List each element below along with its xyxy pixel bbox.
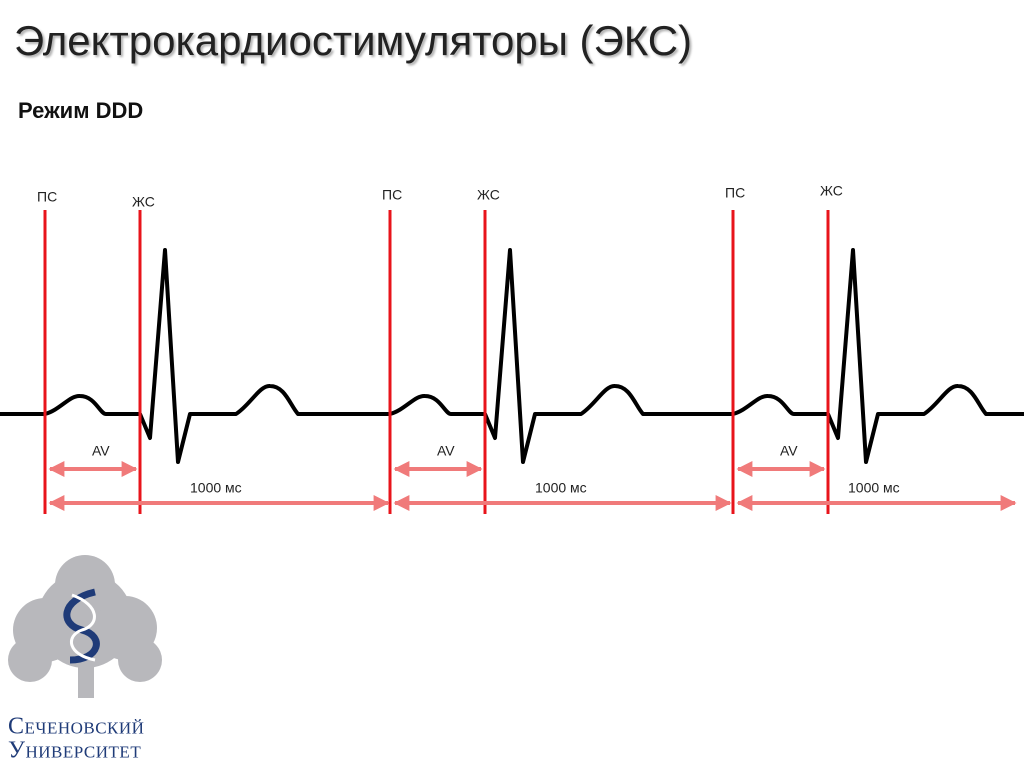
av-label: AV [92, 443, 110, 459]
atrial-label: ПС [37, 189, 57, 205]
logo-line1: Сеченовский [8, 714, 144, 740]
logo: Сеченовский Университет [8, 555, 162, 764]
interval-label: 1000 мс [848, 480, 900, 496]
atrial-label: ПС [382, 187, 402, 203]
ecg-trace [0, 248, 347, 464]
ecg-trace [686, 248, 1024, 464]
cycle: ПС ЖС AV 1000 мс [686, 183, 1024, 514]
ecg-diagram: ПС ЖС AV 1000 мс ПС ЖС AV 1000 мс ПС ЖС AV 1000 мс [0, 183, 1024, 514]
ecg-trace [343, 248, 692, 464]
subtitle: Режим DDD [18, 98, 143, 123]
interval-label: 1000 мс [535, 480, 587, 496]
av-label: AV [437, 443, 455, 459]
ventricular-label: ЖС [132, 194, 155, 210]
atrial-label: ПС [725, 185, 745, 201]
cycle: ПС ЖС AV 1000 мс [0, 189, 390, 514]
interval-label: 1000 мс [190, 480, 242, 496]
ventricular-label: ЖС [477, 187, 500, 203]
slide-title: Электрокардиостимуляторы (ЭКС) [14, 17, 692, 64]
av-label: AV [780, 443, 798, 459]
logo-line2: Университет [8, 738, 141, 764]
ventricular-label: ЖС [820, 183, 843, 199]
cycle: ПС ЖС AV 1000 мс [343, 187, 732, 514]
